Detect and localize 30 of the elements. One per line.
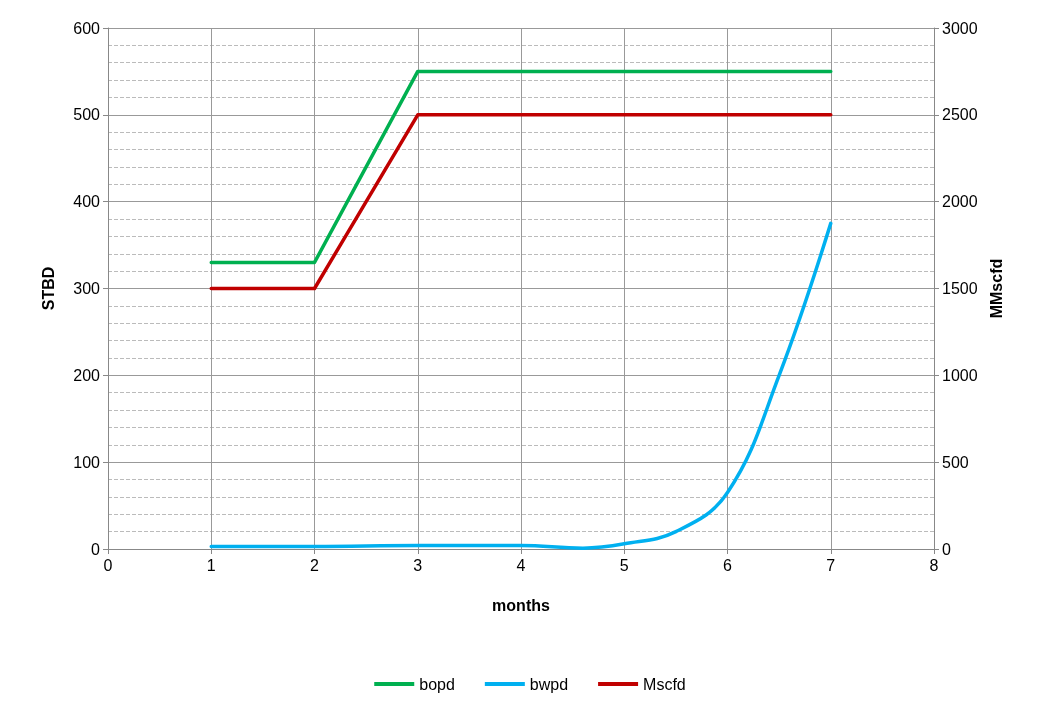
y2-tick-label: 2000	[942, 193, 978, 211]
x-tick-label: 8	[929, 556, 939, 574]
y2-tick-label: 1000	[942, 366, 978, 384]
y2-tick-label: 3000	[942, 19, 978, 37]
y-tick-label: 0	[91, 540, 101, 558]
x-tick-label: 7	[826, 556, 836, 574]
legend-label: bopd	[419, 675, 455, 693]
x-tick-label: 6	[723, 556, 733, 574]
legend-label: bwpd	[529, 675, 569, 693]
y-tick-label: 400	[73, 193, 101, 211]
line-series	[209, 221, 833, 550]
y2-axis-title: MMscfd	[987, 258, 1005, 319]
x-tick-label: 1	[206, 556, 216, 574]
y2-tick-label: 500	[942, 453, 969, 471]
y-axis-title: STBD	[39, 266, 57, 311]
y-tick-label: 600	[73, 19, 101, 37]
y2-tick-label: 0	[942, 540, 951, 558]
x-tick-label: 0	[103, 556, 113, 574]
x-tick-label: 3	[413, 556, 423, 574]
y-tick-label: 300	[73, 280, 101, 297]
y-tick-label: 500	[73, 106, 101, 124]
y2-tick-label: 1500	[942, 280, 978, 297]
y-tick-label: 200	[73, 366, 101, 384]
y-tick-label: 100	[73, 453, 101, 471]
x-tick-label: 5	[619, 556, 629, 574]
x-tick-label: 2	[310, 556, 320, 574]
legend-label: Mscfd	[643, 675, 686, 693]
y2-tick-label: 2500	[942, 106, 978, 124]
x-tick-label: 4	[516, 556, 526, 574]
x-axis-title: months	[492, 596, 550, 614]
